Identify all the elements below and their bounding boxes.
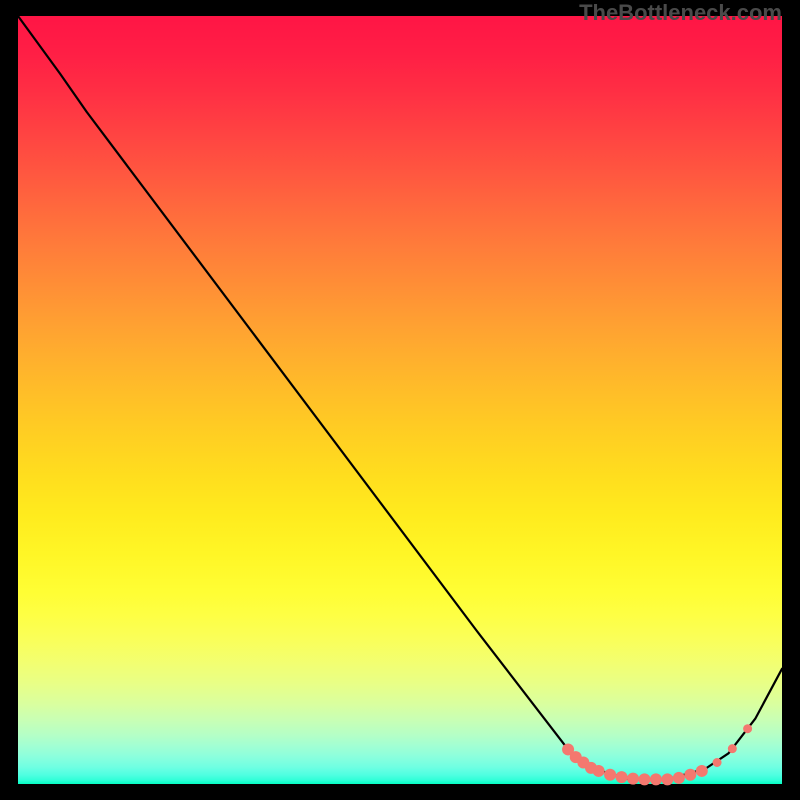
curve-marker <box>743 724 752 733</box>
bottleneck-curve-chart <box>0 0 800 800</box>
curve-marker <box>627 773 639 785</box>
plot-background <box>18 16 782 784</box>
curve-marker <box>696 765 708 777</box>
curve-marker <box>604 769 616 781</box>
curve-marker <box>638 773 650 785</box>
curve-marker <box>713 758 722 767</box>
curve-marker <box>616 771 628 783</box>
chart-root: TheBottleneck.com <box>0 0 800 800</box>
curve-marker <box>673 772 685 784</box>
curve-marker <box>593 765 605 777</box>
curve-marker <box>684 769 696 781</box>
curve-marker <box>661 773 673 785</box>
curve-marker <box>650 773 662 785</box>
curve-marker <box>728 744 737 753</box>
